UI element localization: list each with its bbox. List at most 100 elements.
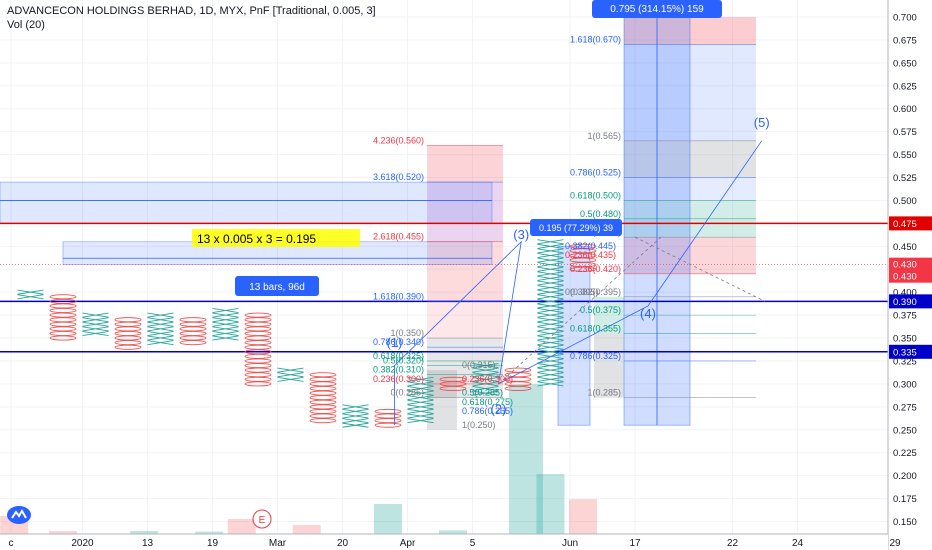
pnf-x-mark — [212, 312, 239, 318]
pnf-x-mark — [537, 285, 564, 291]
pnf-o-mark — [179, 340, 207, 346]
pnf-o-mark — [504, 367, 532, 373]
pnf-x-mark — [537, 363, 564, 369]
pnf-x-mark — [537, 239, 564, 245]
fib-label: 3.618(0.520) — [373, 172, 424, 182]
pnf-x-mark — [407, 385, 434, 392]
pnf-o-mark — [244, 335, 272, 341]
volume-bar — [130, 531, 159, 534]
elliott-wave-path — [394, 140, 763, 426]
fib-label: 1(0.350) — [390, 328, 424, 338]
pnf-x-mark — [537, 349, 564, 355]
pnf-x-mark — [277, 376, 304, 382]
pnf-x-mark — [537, 303, 564, 309]
pnf-x-mark — [537, 243, 564, 249]
bars-badge-bg — [235, 276, 319, 296]
pnf-o-mark — [244, 353, 272, 359]
pnf-x-mark — [212, 321, 239, 327]
pnf-x-mark — [537, 298, 564, 304]
pnf-o-mark — [569, 257, 597, 263]
pnf-x-mark — [342, 404, 369, 410]
pnf-o-mark — [49, 321, 77, 327]
x-tick-label: 17 — [629, 538, 641, 549]
range-box-top — [0, 181, 493, 224]
pnf-o-mark — [244, 312, 272, 318]
pnf-o-mark — [309, 381, 337, 387]
y-tick-label: 0.400 — [893, 288, 917, 299]
measure-mid-bg — [530, 219, 622, 236]
pnf-x-mark — [407, 390, 434, 396]
pnf-o-mark — [179, 317, 207, 323]
price-tag-bg — [889, 344, 932, 359]
pnf-o-mark — [309, 385, 337, 392]
pnf-o-mark — [49, 326, 77, 332]
pnf-o-mark — [244, 363, 272, 369]
pnf-o-mark — [309, 376, 337, 382]
fib-zone — [427, 182, 503, 242]
pnf-o-mark — [49, 330, 77, 336]
fib-label: 0.382(0.310) — [373, 365, 424, 375]
pnf-x-mark — [537, 335, 564, 341]
x-tick-label: Mar — [269, 538, 287, 549]
pnf-x-mark — [537, 308, 564, 314]
pnf-x-mark — [537, 381, 564, 387]
price-tag-bg — [889, 294, 932, 309]
pnf-o-mark — [569, 266, 597, 272]
pnf-o-mark — [244, 330, 272, 336]
price-tag-label: 0.430 — [893, 272, 917, 283]
pnf-o-mark — [179, 335, 207, 341]
x-tick-label: c — [9, 538, 14, 549]
y-tick-label: 0.550 — [893, 150, 917, 161]
pnf-o-mark — [49, 308, 77, 314]
y-tick-label: 0.175 — [893, 494, 917, 505]
x-tick-label: 22 — [727, 538, 739, 549]
pnf-x-mark — [82, 321, 109, 327]
pnf-x-mark — [537, 262, 564, 268]
pnf-x-mark — [537, 372, 564, 378]
formula-note: 13 x 0.005 x 3 = 0.195 — [197, 232, 316, 246]
fib-label: 0.618(0.500) — [570, 190, 621, 200]
wave-label: (2) — [491, 401, 507, 416]
pnf-x-mark — [537, 340, 564, 346]
y-tick-label: 0.500 — [893, 196, 917, 207]
pnf-o-mark — [179, 321, 207, 327]
pnf-x-mark — [537, 358, 564, 364]
pnf-o-mark — [309, 399, 337, 405]
pnf-x-mark — [407, 413, 434, 419]
price-tag-bg — [889, 257, 932, 271]
pnf-o-mark — [244, 376, 272, 382]
x-tick-label: 29 — [889, 538, 901, 549]
price-tag-label: 0.335 — [893, 347, 917, 358]
fib-label: 0.786(0.340) — [373, 337, 424, 347]
pnf-x-mark — [342, 418, 369, 424]
pnf-o-mark — [569, 262, 597, 268]
pnf-x-mark — [537, 317, 564, 323]
pnf-o-mark — [49, 317, 77, 323]
fib-label: 1(0.250) — [462, 420, 496, 430]
pnf-o-mark — [244, 317, 272, 323]
fib-label: 0.236(0.435) — [565, 250, 616, 260]
pnf-o-mark — [114, 340, 142, 346]
tradingview-logo-icon[interactable] — [6, 504, 32, 526]
pnf-o-mark — [309, 404, 337, 410]
pnf-o-mark — [114, 344, 142, 350]
y-tick-label: 0.275 — [893, 402, 917, 413]
pnf-x-mark — [147, 330, 174, 336]
pnf-x-mark — [407, 399, 434, 405]
y-tick-label: 0.350 — [893, 334, 917, 345]
price-tag-label: 0.475 — [893, 219, 917, 230]
fib-label: 0.618(0.355) — [570, 323, 621, 333]
pnf-o-mark — [569, 252, 597, 259]
pnf-x-mark — [212, 335, 239, 341]
pnf-x-mark — [147, 317, 174, 323]
fib-label: 0(0.315) — [462, 360, 496, 370]
price-tag-label: 0.390 — [893, 297, 917, 308]
pnf-o-mark — [504, 385, 532, 392]
pnf-x-mark — [472, 367, 499, 373]
pnf-x-mark — [17, 289, 44, 295]
price-tag-bg — [889, 216, 932, 231]
pnf-o-mark — [244, 358, 272, 364]
pnf-o-mark — [244, 340, 272, 346]
fib-label: 0.382(0.395) — [570, 287, 621, 297]
